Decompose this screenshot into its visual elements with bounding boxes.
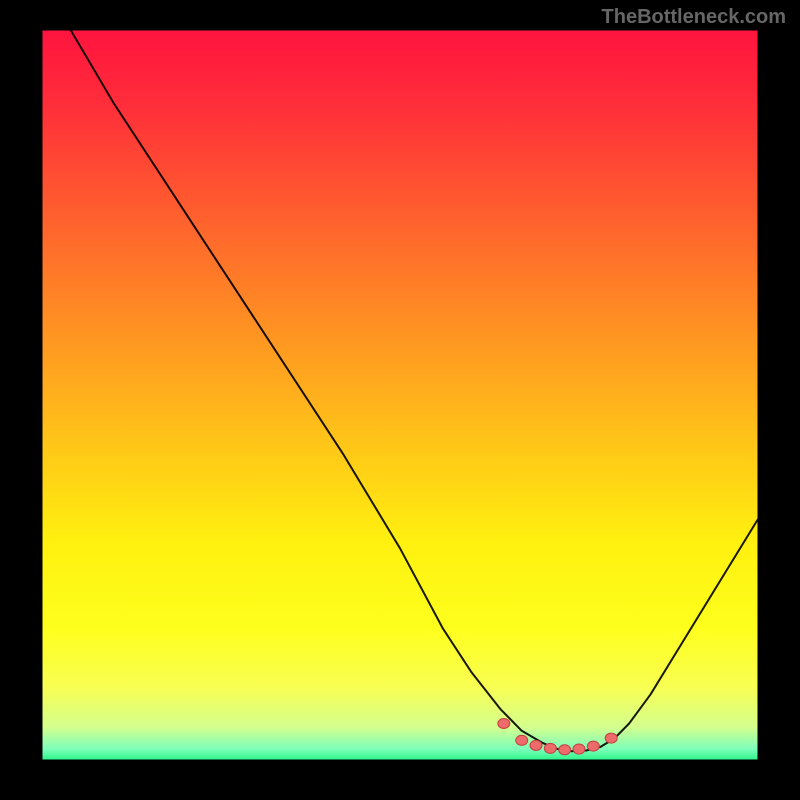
gradient-background bbox=[42, 30, 758, 760]
marker-point bbox=[573, 744, 585, 754]
marker-point bbox=[530, 740, 542, 750]
marker-point bbox=[605, 733, 617, 743]
chart-container: TheBottleneck.com bbox=[0, 0, 800, 800]
marker-point bbox=[559, 745, 571, 755]
plot-svg bbox=[42, 30, 758, 760]
watermark-text: TheBottleneck.com bbox=[602, 6, 786, 29]
plot-area bbox=[42, 30, 758, 760]
marker-point bbox=[587, 741, 599, 751]
marker-point bbox=[544, 743, 556, 753]
marker-point bbox=[498, 719, 510, 729]
marker-point bbox=[516, 735, 528, 745]
